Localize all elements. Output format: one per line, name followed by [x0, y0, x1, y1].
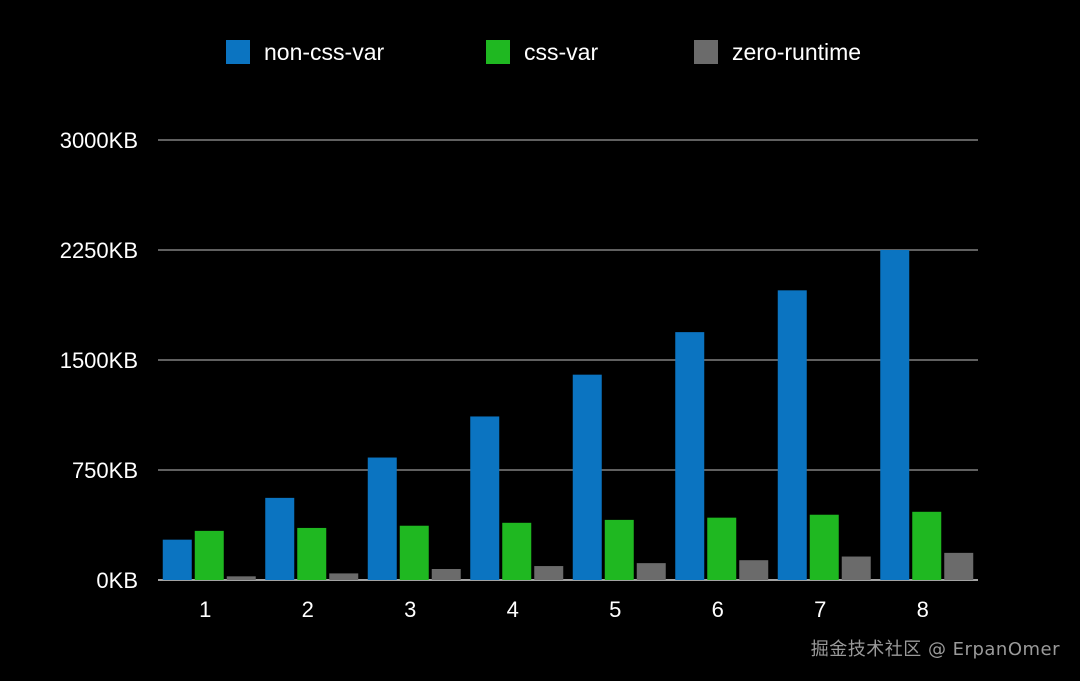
legend-swatch-css-var — [486, 40, 510, 64]
x-tick-label: 2 — [302, 597, 314, 622]
bar-zero-runtime-4 — [534, 566, 564, 580]
bar-zero-runtime-6 — [739, 560, 769, 580]
y-tick-label: 750KB — [72, 458, 138, 483]
bar-non-css-var-3 — [367, 457, 397, 580]
y-tick-label: 3000KB — [60, 128, 138, 153]
bar-css-var-1 — [194, 530, 224, 580]
bar-non-css-var-6 — [675, 332, 705, 580]
y-axis: 0KB 750KB 1500KB 2250KB 3000KB — [60, 128, 138, 593]
x-tick-label: 7 — [814, 597, 826, 622]
legend-label-css-var: css-var — [524, 39, 598, 65]
x-axis: 1 2 3 4 5 6 7 8 — [199, 597, 929, 622]
legend-swatch-zero-runtime — [694, 40, 718, 64]
legend-label-non-css-var: non-css-var — [264, 39, 384, 65]
x-tick-label: 3 — [404, 597, 416, 622]
legend-swatch-non-css-var — [226, 40, 250, 64]
bar-zero-runtime-5 — [636, 563, 666, 580]
bar-zero-runtime-3 — [431, 569, 461, 580]
bar-non-css-var-2 — [265, 497, 295, 580]
x-tick-label: 1 — [199, 597, 211, 622]
x-tick-label: 5 — [609, 597, 621, 622]
y-tick-label: 0KB — [96, 568, 138, 593]
bar-zero-runtime-7 — [841, 556, 871, 580]
bar-css-var-6 — [707, 517, 737, 580]
bar-zero-runtime-2 — [329, 573, 359, 580]
bar-css-var-7 — [809, 514, 839, 580]
bar-non-css-var-4 — [470, 416, 500, 580]
bar-zero-runtime-1 — [226, 576, 256, 580]
bar-css-var-4 — [502, 522, 532, 580]
bar-non-css-var-7 — [777, 290, 807, 580]
bar-non-css-var-1 — [162, 539, 192, 580]
watermark: 掘金技术社区 @ ErpanOmer — [810, 639, 1060, 660]
bar-css-var-3 — [399, 525, 429, 580]
x-tick-label: 4 — [507, 597, 519, 622]
bar-css-var-5 — [604, 519, 634, 580]
bar-non-css-var-5 — [572, 374, 602, 580]
x-tick-label: 6 — [712, 597, 724, 622]
bar-zero-runtime-8 — [944, 552, 974, 580]
bars — [162, 250, 974, 580]
x-tick-label: 8 — [917, 597, 929, 622]
y-tick-label: 2250KB — [60, 238, 138, 263]
bar-non-css-var-8 — [880, 250, 910, 580]
bar-css-var-8 — [912, 511, 942, 580]
gridlines — [158, 139, 978, 581]
bar-css-var-2 — [297, 527, 327, 580]
y-tick-label: 1500KB — [60, 348, 138, 373]
legend: non-css-var css-var zero-runtime — [226, 39, 861, 65]
legend-label-zero-runtime: zero-runtime — [732, 39, 861, 65]
